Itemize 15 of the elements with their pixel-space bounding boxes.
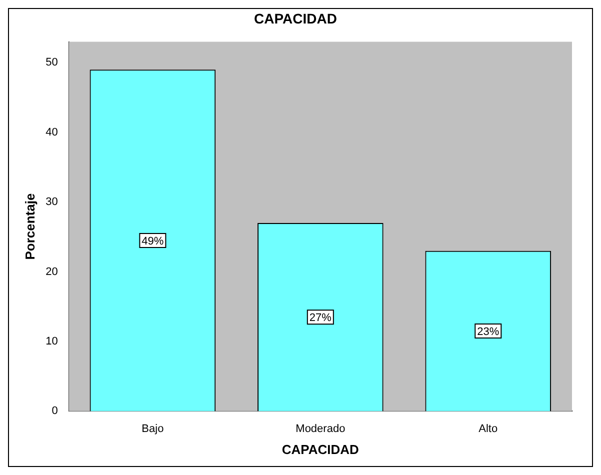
x-tick-label: Bajo	[142, 422, 164, 435]
y-axis-title: Porcentaje	[22, 193, 38, 260]
y-tick-label: 20	[46, 266, 58, 278]
x-axis-title: CAPACIDAD	[282, 442, 359, 457]
y-tick-label: 50	[46, 56, 58, 69]
data-label: 49%	[142, 235, 164, 248]
data-label: 23%	[477, 326, 500, 338]
data-label: 27%	[309, 312, 332, 324]
x-tick-label: Alto	[478, 422, 498, 435]
y-tick-label: 30	[46, 196, 58, 208]
x-tick-label: Moderado	[296, 422, 346, 435]
y-tick-label: 40	[46, 126, 58, 138]
y-tick-label: 0	[52, 405, 58, 418]
y-tick-label: 10	[46, 336, 58, 348]
chart-title: CAPACIDAD	[254, 10, 337, 26]
